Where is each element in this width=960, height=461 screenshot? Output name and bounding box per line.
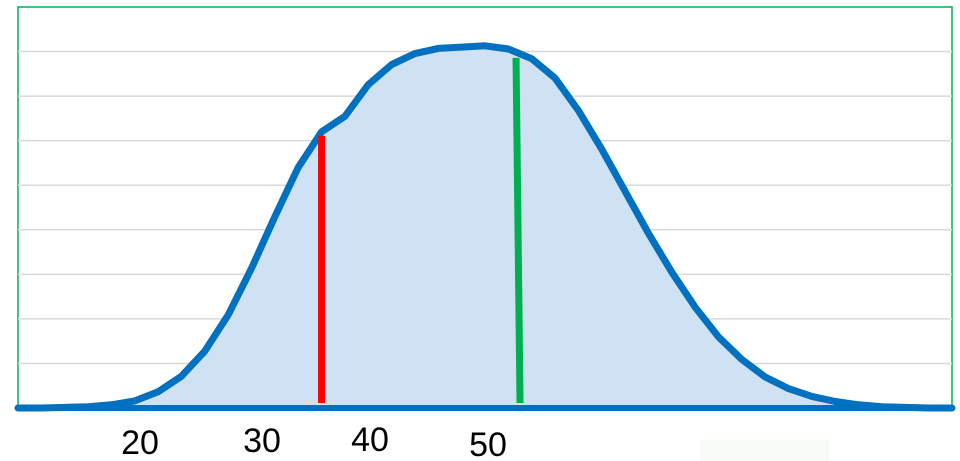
curve-line	[14, 42, 956, 412]
x-tick-labels: 20 30 40 50	[121, 421, 507, 461]
x-tick-label-40: 40	[351, 421, 389, 459]
x-tick-label-50: 50	[469, 426, 507, 461]
x-tick-label-20: 20	[121, 424, 159, 461]
watermark-shape	[700, 440, 830, 461]
x-tick-label-30: 30	[243, 422, 281, 460]
curve-area-fill	[18, 45, 952, 409]
marker-lines	[318, 57, 524, 404]
green-marker-line	[512, 57, 524, 404]
